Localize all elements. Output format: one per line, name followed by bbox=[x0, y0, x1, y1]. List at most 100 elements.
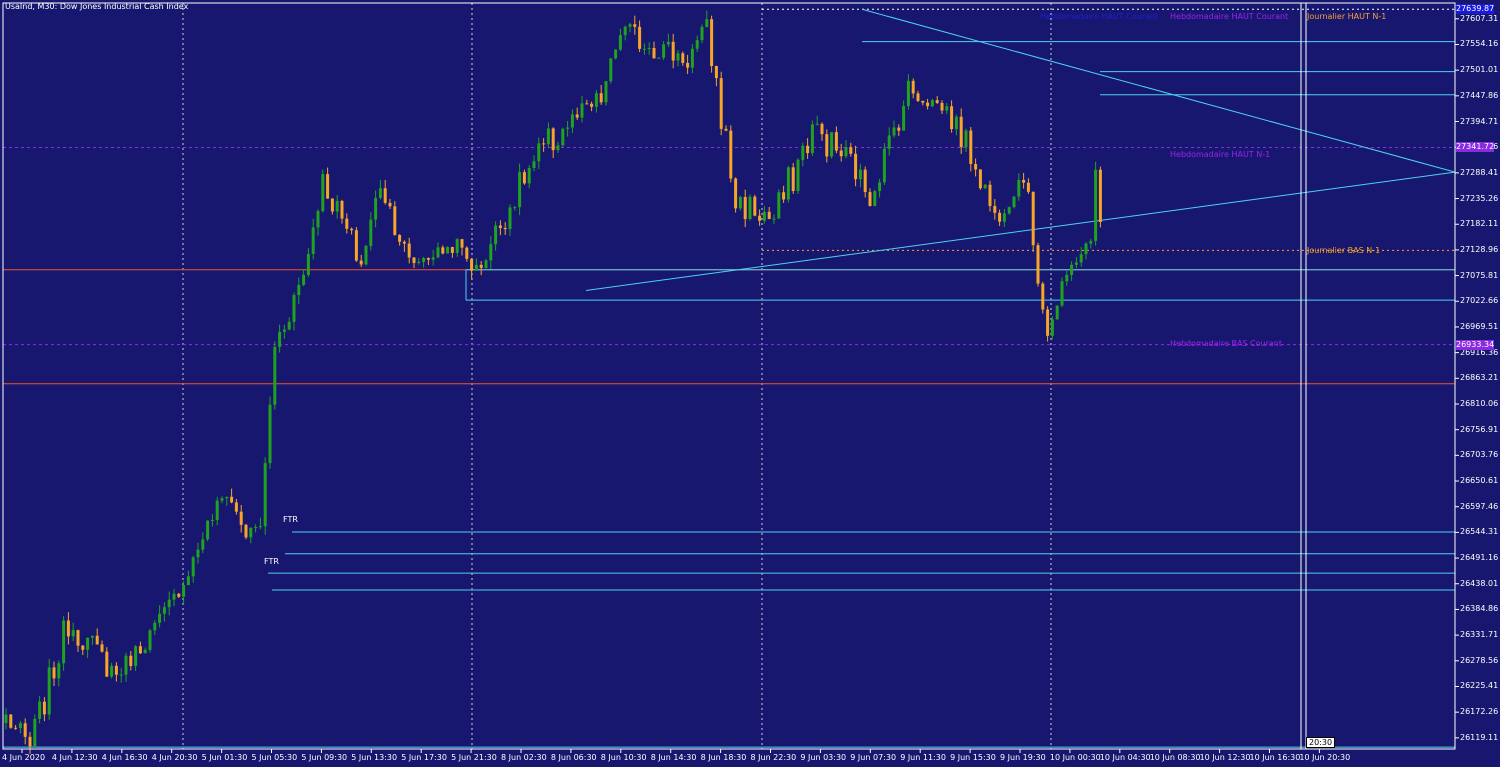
bullish-candle bbox=[143, 647, 147, 654]
bullish-candle bbox=[306, 248, 310, 278]
candle-body bbox=[791, 167, 795, 191]
bearish-candle bbox=[863, 166, 867, 198]
candle-body bbox=[18, 723, 22, 728]
bearish-candle bbox=[129, 651, 133, 671]
bullish-candle bbox=[532, 155, 536, 172]
candle-body bbox=[460, 239, 464, 248]
price-axis-label: 27554.16 bbox=[1460, 39, 1499, 49]
candle-body bbox=[604, 81, 608, 103]
bearish-candle bbox=[753, 194, 757, 217]
candle-body bbox=[364, 245, 368, 265]
candle-body bbox=[206, 520, 210, 540]
bearish-candle bbox=[710, 15, 714, 73]
candle-body bbox=[119, 674, 123, 676]
bullish-candle bbox=[738, 195, 742, 211]
candle-body bbox=[657, 57, 661, 59]
price-axis-label: 26278.56 bbox=[1460, 655, 1499, 665]
candle-body bbox=[762, 211, 766, 221]
candle-body bbox=[993, 205, 997, 213]
candle-body bbox=[666, 41, 670, 45]
bearish-candle bbox=[234, 498, 238, 515]
candle-body bbox=[345, 218, 349, 229]
bearish-candle bbox=[633, 15, 637, 35]
candle-body bbox=[14, 727, 18, 729]
candle-body bbox=[834, 132, 838, 151]
candle-body bbox=[930, 100, 934, 107]
time-axis-label: 9 Jun 15:30 bbox=[950, 753, 996, 762]
candle-body bbox=[95, 635, 99, 645]
weekly-prev-high-badge: 27341.72 bbox=[1456, 142, 1495, 153]
bearish-candle bbox=[551, 127, 555, 158]
price-axis-label: 26650.61 bbox=[1460, 476, 1499, 486]
bearish-candle bbox=[239, 504, 243, 533]
candle-body bbox=[858, 169, 862, 180]
candle-body bbox=[633, 24, 637, 27]
candle-body bbox=[297, 284, 301, 296]
bearish-candle bbox=[652, 41, 656, 59]
candle-body bbox=[436, 247, 440, 258]
bullish-candle bbox=[186, 570, 190, 586]
bearish-candle bbox=[719, 71, 723, 136]
candle-body bbox=[47, 667, 51, 715]
candle-body bbox=[90, 635, 94, 638]
candle-body bbox=[71, 630, 75, 637]
bullish-candle bbox=[364, 244, 368, 266]
daily-low-prev-label: Journalier BAS N-1 bbox=[1307, 246, 1381, 255]
price-axis-label: 26863.21 bbox=[1460, 373, 1499, 383]
time-axis-label: 8 Jun 10:30 bbox=[600, 753, 647, 762]
bearish-candle bbox=[407, 237, 411, 264]
candle-body bbox=[513, 207, 517, 209]
candle-body bbox=[455, 239, 459, 253]
bullish-candle bbox=[62, 616, 66, 671]
time-axis-label: 5 Jun 13:30 bbox=[351, 753, 398, 762]
bullish-candle bbox=[662, 41, 666, 60]
bearish-candle bbox=[820, 122, 824, 141]
bullish-candle bbox=[1079, 247, 1083, 267]
cursor-time-label: 20:30 bbox=[1306, 737, 1336, 748]
bullish-candle bbox=[369, 212, 373, 251]
price-axis-label: 26491.16 bbox=[1460, 553, 1499, 563]
bullish-candle bbox=[191, 555, 195, 583]
bearish-candle bbox=[498, 220, 502, 236]
price-axis-label: 26119.11 bbox=[1460, 732, 1499, 742]
candle-body bbox=[1002, 213, 1006, 222]
daily-high-prev-label: Journalier HAUT N-1 bbox=[1307, 12, 1387, 21]
candle-body bbox=[690, 48, 694, 68]
candle-body bbox=[974, 164, 978, 170]
triangle-upper-line bbox=[861, 8, 1456, 173]
bullish-candle bbox=[196, 542, 200, 564]
candle-body bbox=[705, 19, 709, 27]
price-axis-label: 26756.91 bbox=[1460, 424, 1499, 434]
candle-body bbox=[350, 228, 354, 231]
bullish-candle bbox=[321, 169, 325, 213]
candle-body bbox=[378, 188, 382, 198]
candle-body bbox=[551, 128, 555, 151]
bearish-candle bbox=[100, 640, 104, 653]
bullish-candle bbox=[1050, 316, 1054, 340]
candle-body bbox=[662, 44, 666, 58]
bullish-candle bbox=[436, 242, 440, 259]
bullish-candle bbox=[844, 140, 848, 159]
bearish-candle bbox=[52, 661, 56, 687]
candle-body bbox=[921, 100, 925, 103]
candle-body bbox=[767, 211, 771, 219]
candle-body bbox=[796, 159, 800, 191]
bullish-candle bbox=[201, 532, 205, 554]
bullish-candle bbox=[513, 205, 517, 211]
candle-body bbox=[503, 227, 507, 230]
candle-body bbox=[1055, 305, 1059, 320]
weekly-high-current-faint-label: Hebdomadaire HAUT Courant bbox=[1040, 12, 1159, 21]
time-axis-label: 9 Jun 19:30 bbox=[1000, 753, 1046, 762]
bullish-candle bbox=[762, 205, 766, 224]
candle-body bbox=[1007, 207, 1011, 214]
bullish-candle bbox=[604, 80, 608, 106]
bullish-candle bbox=[748, 194, 752, 221]
bearish-candle bbox=[81, 644, 85, 656]
candle-body bbox=[100, 644, 104, 652]
time-axis-label: 9 Jun 11:30 bbox=[900, 753, 946, 762]
candle-body bbox=[590, 103, 594, 107]
candle-body bbox=[652, 47, 656, 59]
bearish-candle bbox=[978, 169, 982, 190]
